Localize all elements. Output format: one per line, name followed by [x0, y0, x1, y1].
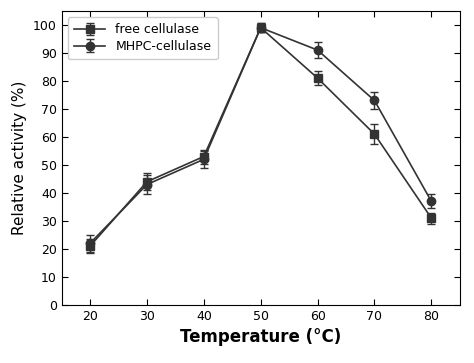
- X-axis label: Temperature (°C): Temperature (°C): [180, 329, 341, 346]
- Y-axis label: Relative activity (%): Relative activity (%): [12, 81, 27, 235]
- Legend: free cellulase, MHPC-cellulase: free cellulase, MHPC-cellulase: [68, 17, 218, 60]
